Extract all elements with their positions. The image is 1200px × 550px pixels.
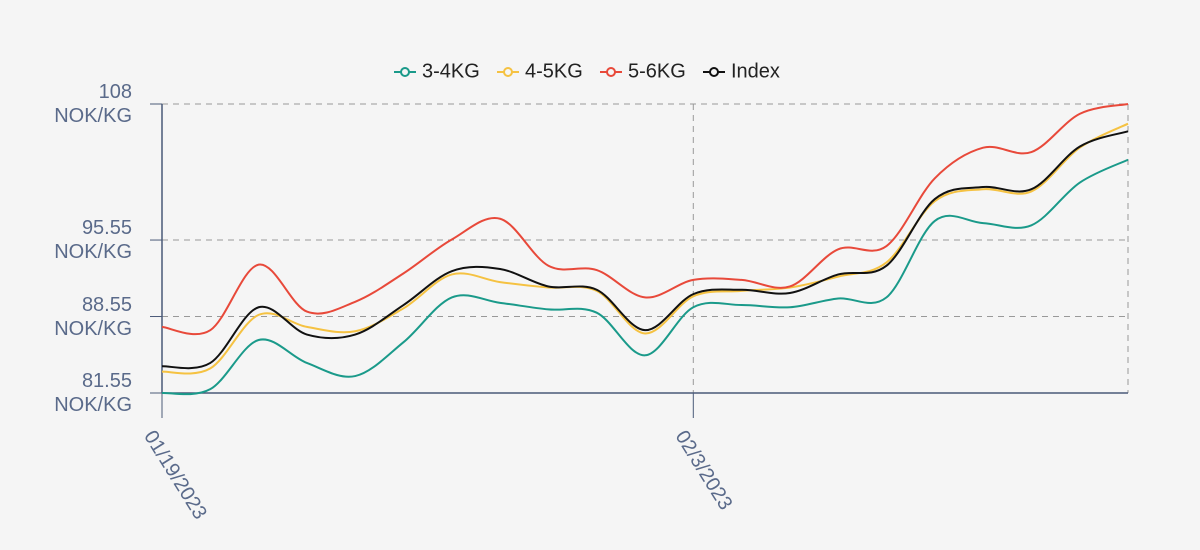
legend-label: 4-5KG [525,60,583,82]
legend-label: Index [731,60,780,82]
y-tick-label: 95.55 NOK/KG [54,217,132,264]
legend-label: 5-6KG [628,60,686,82]
series-line [161,158,1129,396]
legend-swatch [606,67,616,77]
legend-swatch [503,67,513,77]
x-tick-label: 02/3/2023 [671,427,737,514]
legend-swatch [400,67,410,77]
series-line [161,103,1129,336]
y-tick-label: 108 NOK/KG [54,81,132,127]
y-tick-label: 88.55 NOK/KG [54,293,132,340]
legend-label: 3-4KG [422,60,480,82]
legend-swatch [709,67,719,77]
legend: 3-4KG 4-5KG 5-6KG Index [394,60,780,82]
y-tick-label: 81.55 NOK/KG [54,370,132,416]
series-line [161,130,1129,370]
series-line [161,122,1129,375]
x-tick-label: 01/19/2023 [139,427,211,524]
